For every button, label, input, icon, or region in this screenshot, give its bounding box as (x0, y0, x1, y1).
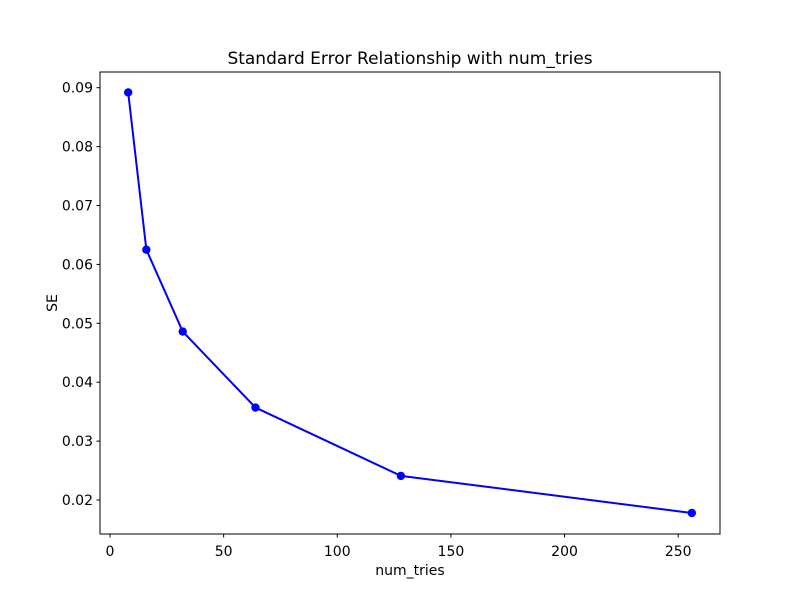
data-point-marker (396, 471, 406, 481)
y-tick-label: 0.07 (62, 199, 93, 215)
data-point-marker (687, 508, 697, 518)
y-axis-label: SE (45, 294, 61, 312)
y-tick-label: 0.02 (62, 493, 93, 509)
y-tick-label: 0.04 (62, 375, 93, 391)
se-line (127, 91, 693, 514)
data-point-marker (142, 245, 151, 254)
axes-spine (99, 71, 721, 535)
x-tick-label: 0 (106, 544, 115, 560)
x-tick-label: 150 (438, 544, 465, 560)
data-point-marker (178, 327, 187, 336)
data-point-marker (123, 88, 133, 97)
y-tick-label: 0.03 (62, 434, 93, 450)
y-tick-label: 0.06 (62, 257, 93, 273)
y-tick-label: 0.05 (62, 316, 93, 332)
chart-title: Standard Error Relationship with num_tri… (227, 49, 593, 69)
x-tick-label: 100 (324, 544, 351, 560)
y-tick-label: 0.08 (62, 140, 93, 156)
x-tick-label: 200 (551, 544, 578, 560)
x-tick-label: 250 (665, 544, 692, 560)
x-tick-label: 50 (215, 544, 233, 560)
y-tick-label: 0.09 (62, 81, 93, 97)
x-axis-label: num_tries (375, 563, 445, 579)
data-point-marker (251, 403, 260, 412)
